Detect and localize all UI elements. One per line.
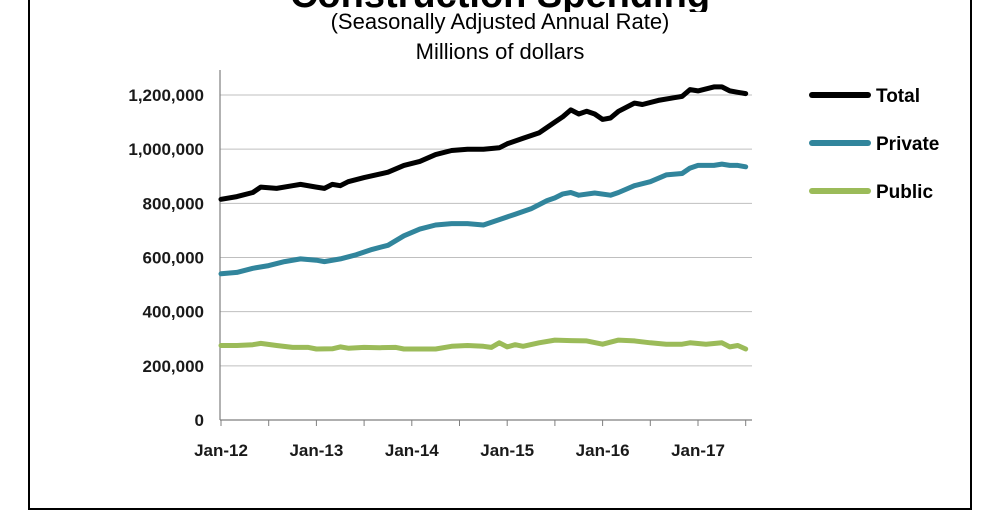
x-tick-label: Jan-12 <box>194 441 248 460</box>
y-tick-label: 1,000,000 <box>128 140 204 159</box>
chart-title: Construction Spending <box>0 0 1000 12</box>
y-tick-label: 400,000 <box>143 303 204 322</box>
y-tick-label: 0 <box>195 411 204 430</box>
chart-units: Millions of dollars <box>415 39 585 64</box>
y-tick-label: 800,000 <box>143 194 204 213</box>
legend-label-public: Public <box>876 182 933 203</box>
x-tick-label: Jan-16 <box>576 441 630 460</box>
x-tick-label: Jan-15 <box>480 441 534 460</box>
chart-subtitle: (Seasonally Adjusted Annual Rate) <box>330 9 670 34</box>
legend-label-total: Total <box>876 86 920 107</box>
title-clip: Construction Spending <box>0 0 1000 12</box>
y-tick-label: 200,000 <box>143 357 204 376</box>
series-line-private <box>218 161 749 277</box>
x-tick-label: Jan-14 <box>385 441 439 460</box>
series-line-public <box>218 337 749 352</box>
x-tick-label: Jan-13 <box>289 441 343 460</box>
series-line-total <box>218 84 749 202</box>
legend-label-private: Private <box>876 134 939 155</box>
x-tick-label: Jan-17 <box>671 441 725 460</box>
y-tick-label: 1,200,000 <box>128 86 204 105</box>
y-tick-label: 600,000 <box>143 249 204 268</box>
